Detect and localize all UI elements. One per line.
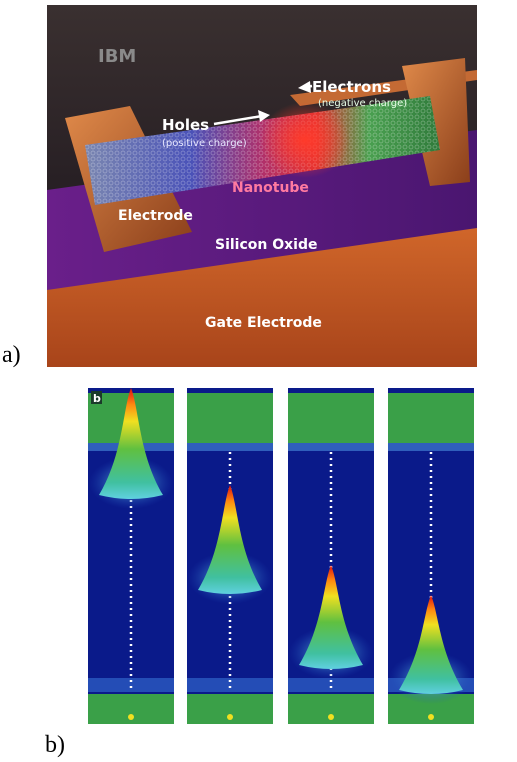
gate-label: Gate Electrode <box>205 315 322 331</box>
figure: IBM Holes (positive charge) Electrons (n… <box>0 0 517 762</box>
top-band <box>388 393 474 443</box>
nanotube-label: Nanotube <box>232 180 309 196</box>
electrons-label: Electrons <box>312 78 391 96</box>
caption-b: b) <box>45 732 65 758</box>
electrode-label: Electrode <box>118 208 193 224</box>
electrons-note: (negative charge) <box>318 98 407 109</box>
caption-a: a) <box>2 342 21 368</box>
top-band <box>187 393 273 443</box>
bottom-spot <box>328 714 334 720</box>
bottom-spot <box>428 714 434 720</box>
panel-tag: b <box>93 392 101 405</box>
top-band-edge <box>388 443 474 451</box>
watermark: IBM <box>98 46 136 67</box>
oxide-label: Silicon Oxide <box>215 237 317 253</box>
illustration-a: IBM Holes (positive charge) Electrons (n… <box>47 5 477 367</box>
bottom-spot <box>227 714 233 720</box>
top-band <box>288 393 374 443</box>
holes-label: Holes <box>162 116 209 134</box>
emission-glow <box>260 102 350 178</box>
holes-note: (positive charge) <box>162 138 247 149</box>
top-band-edge <box>288 443 374 451</box>
illustration-b: b <box>88 388 474 724</box>
top-band-edge <box>187 443 273 451</box>
bottom-spot <box>128 714 134 720</box>
